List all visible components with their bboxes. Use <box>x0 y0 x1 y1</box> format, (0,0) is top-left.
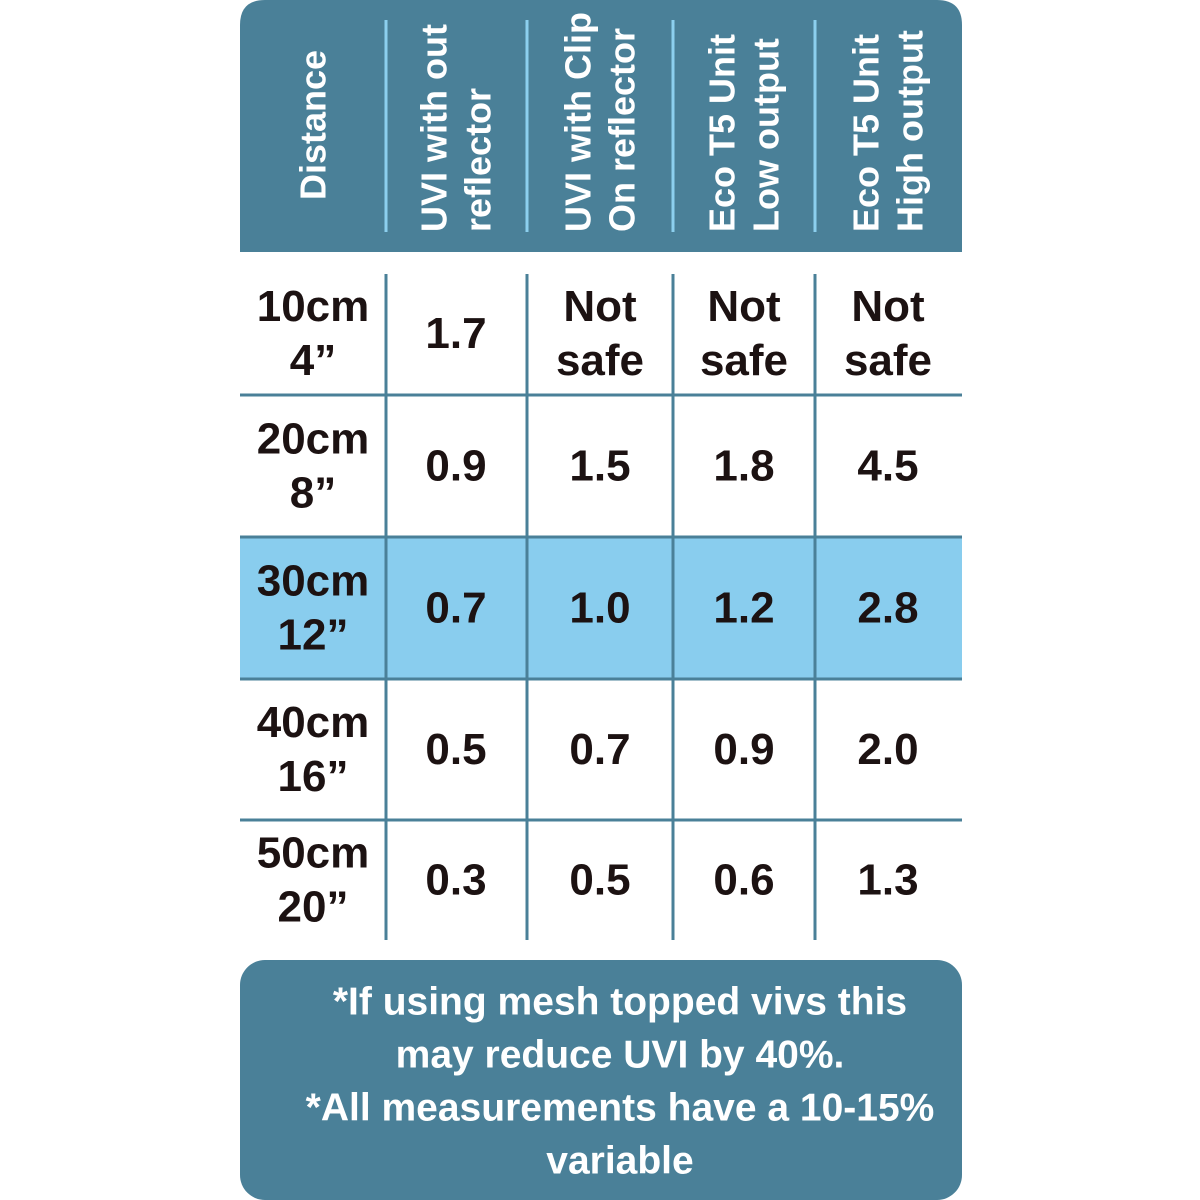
uvi-value: Not <box>851 282 925 331</box>
uvi-value: 1.0 <box>569 584 630 633</box>
uvi-value: 1.7 <box>425 309 486 358</box>
note-line: variable <box>546 1140 693 1183</box>
header-label: Eco T5 Unit <box>702 34 743 232</box>
grid <box>240 274 962 940</box>
note-line: may reduce UVI by 40%. <box>396 1034 845 1077</box>
uvi-value: 1.5 <box>569 442 630 491</box>
distance-label: 20” <box>278 883 349 932</box>
uvi-value: 0.7 <box>569 725 630 774</box>
uvi-value: safe <box>556 336 644 385</box>
distance-label: 20cm <box>257 415 370 464</box>
uvi-value: Not <box>563 282 637 331</box>
uvi-value: 0.7 <box>425 584 486 633</box>
uvi-value: 0.5 <box>569 856 630 905</box>
uvi-value: 1.8 <box>713 442 774 491</box>
distance-label: 50cm <box>257 829 370 878</box>
uvi-value: 2.8 <box>857 584 918 633</box>
header-label: UVI with Clip <box>558 12 599 232</box>
header-label: On reflector <box>602 28 643 232</box>
uvi-value: 0.5 <box>425 725 486 774</box>
uvi-value: 0.3 <box>425 856 486 905</box>
uvi-value: 0.6 <box>713 856 774 905</box>
uvi-value: 4.5 <box>857 442 918 491</box>
distance-label: 10cm <box>257 282 370 331</box>
header-separators <box>384 20 817 232</box>
uvi-value: 1.3 <box>857 856 918 905</box>
uvi-value: 0.9 <box>425 442 486 491</box>
header-background <box>240 0 962 252</box>
notes-background <box>240 960 962 1200</box>
uvi-value: safe <box>700 336 788 385</box>
distance-label: 16” <box>278 752 349 801</box>
distance-label: 4” <box>290 336 336 385</box>
uvi-value: 2.0 <box>857 725 918 774</box>
uvi-value: Not <box>707 282 781 331</box>
uvi-value: 0.9 <box>713 725 774 774</box>
note-line: *All measurements have a 10-15% <box>306 1087 935 1130</box>
header-label: High output <box>890 30 931 232</box>
header-label: Low output <box>746 38 787 232</box>
header-label: Eco T5 Unit <box>846 34 887 232</box>
header-label: Distance <box>293 50 334 200</box>
uvi-value: safe <box>844 336 932 385</box>
highlight-row <box>240 537 962 679</box>
distance-label: 40cm <box>257 698 370 747</box>
header-label: reflector <box>458 88 499 232</box>
distance-label: 8” <box>290 469 336 518</box>
header-label: UVI with out <box>414 24 455 232</box>
distance-label: 12” <box>278 611 349 660</box>
note-line: *If using mesh topped vivs this <box>333 981 907 1024</box>
uvi-value: 1.2 <box>713 584 774 633</box>
distance-label: 30cm <box>257 557 370 606</box>
